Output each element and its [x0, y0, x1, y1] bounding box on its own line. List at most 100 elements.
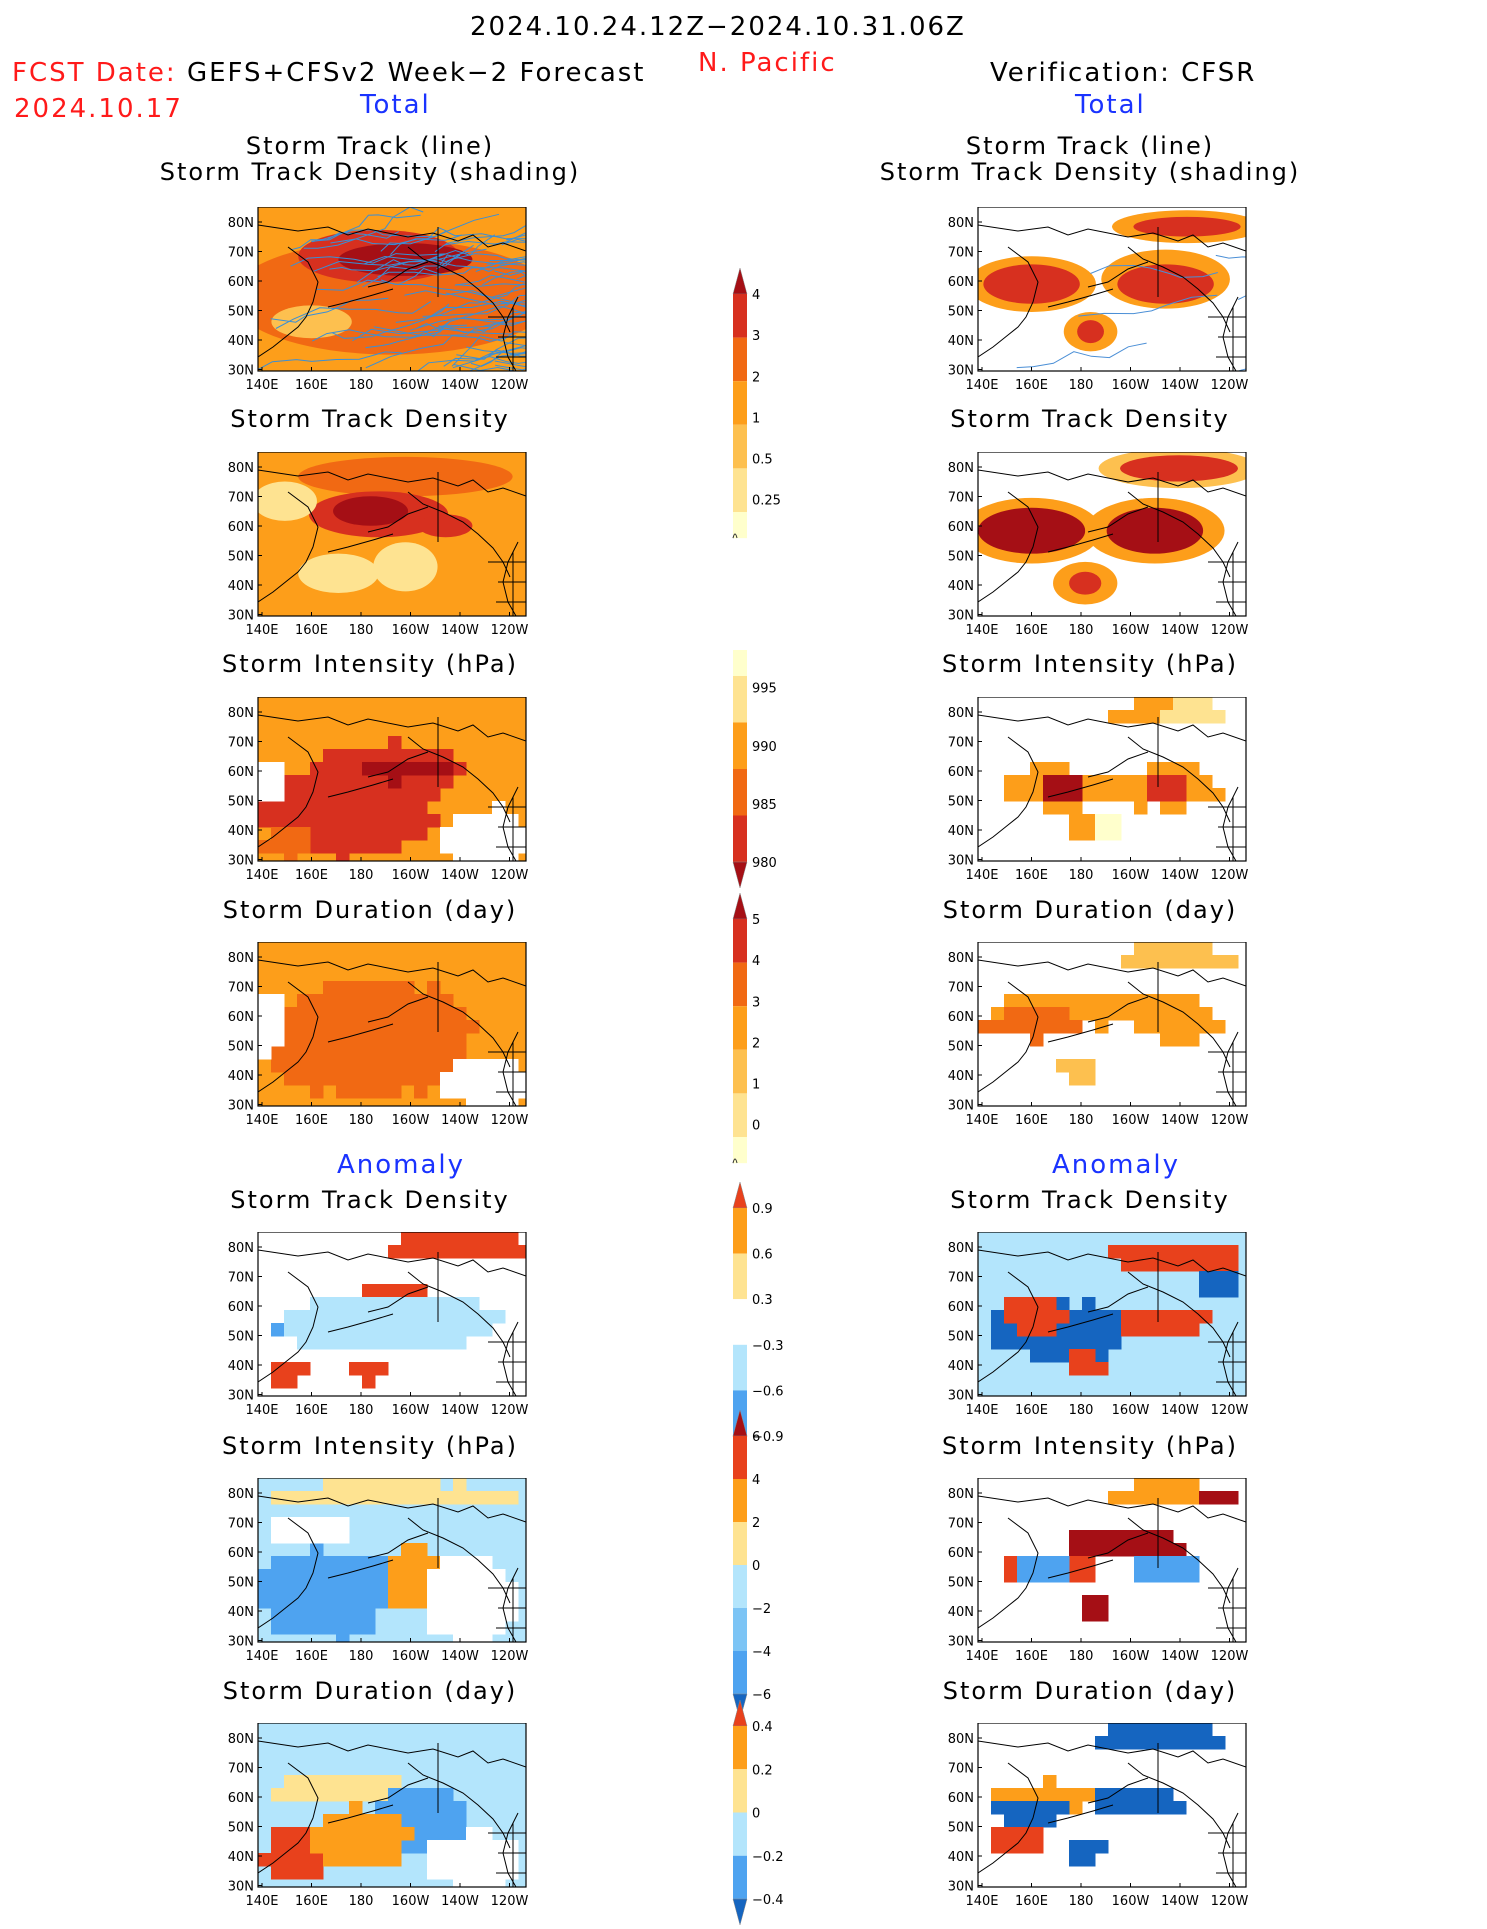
colorbar-label: −6 — [752, 1688, 771, 1703]
lat-tick-label: 30N — [948, 1099, 974, 1114]
colorbar-label: 0.4 — [752, 1720, 773, 1735]
lon-tick-label: 140W — [1161, 868, 1199, 883]
lat-tick-label: 50N — [228, 795, 254, 810]
total-label-left: Total — [360, 90, 431, 120]
fcst-date: 2024.10.17 — [14, 94, 183, 124]
lon-tick-label: 160E — [1015, 378, 1048, 393]
map-frame — [257, 1478, 527, 1643]
coastline — [978, 224, 1246, 371]
colorbar-segment — [733, 1253, 747, 1300]
lat-tick-label: 30N — [228, 1389, 254, 1404]
lon-tick-label: 140E — [245, 868, 278, 883]
region-title: N. Pacific — [698, 48, 837, 78]
lat-tick-label: 50N — [948, 1330, 974, 1345]
lat-tick-label: 50N — [228, 305, 254, 320]
shaded-region — [1056, 1059, 1096, 1086]
colorbar-segment — [733, 294, 747, 338]
lat-tick-label: 80N — [228, 216, 254, 231]
lat-tick-label: 30N — [948, 364, 974, 379]
lat-tick-label: 30N — [228, 1880, 254, 1895]
lon-tick-label: 180 — [1069, 1649, 1094, 1664]
shaded-region — [271, 1478, 519, 1505]
panel-title: Storm Intensity (hPa) — [942, 650, 1238, 678]
colorbar-intensity: 1000995990985980 — [732, 650, 777, 889]
lon-tick-label: 160E — [295, 623, 328, 638]
lat-tick-label: 60N — [948, 1791, 974, 1806]
lon-tick-label: 160W — [392, 378, 430, 393]
shaded-region — [388, 1232, 526, 1259]
shaded-region — [1160, 697, 1226, 724]
colorbar-label: −4 — [752, 1645, 771, 1660]
lat-tick-label: 30N — [948, 1389, 974, 1404]
lat-tick-label: 50N — [228, 1330, 254, 1345]
shaded-region — [1120, 455, 1238, 482]
panel-title: Storm Track Density — [950, 1186, 1230, 1214]
lon-tick-label: 140E — [245, 378, 278, 393]
lon-tick-label: 180 — [1069, 868, 1094, 883]
lat-tick-label: 60N — [228, 520, 254, 535]
lon-tick-label: 160W — [1112, 1649, 1150, 1664]
map-frame — [977, 452, 1247, 617]
panel-subtitle: Storm Track Density (shading) — [159, 158, 581, 186]
shaded-region — [258, 994, 285, 1060]
lon-tick-label: 120W — [491, 378, 529, 393]
lat-tick-label: 40N — [948, 1850, 974, 1865]
colorbar-label: −2 — [752, 1602, 771, 1617]
shaded-region — [271, 305, 352, 339]
lon-tick-label: 160E — [1015, 1403, 1048, 1418]
colorbar-track-density: 4 3 2 1 0.5 0.25 — [732, 268, 781, 539]
shaded-region — [271, 1517, 350, 1544]
coastline — [978, 959, 1246, 1106]
date-range-title: 2024.10.24.12Z−2024.10.31.06Z — [470, 12, 966, 42]
shaded-region — [258, 481, 317, 521]
shaded-region — [1133, 216, 1241, 237]
shaded-region — [258, 1543, 402, 1642]
lon-tick-label: 180 — [349, 623, 374, 638]
lon-tick-label: 160W — [392, 868, 430, 883]
shaded-region — [258, 981, 480, 1099]
lat-tick-label: 70N — [228, 1271, 254, 1286]
map-frame — [977, 207, 1247, 372]
colorbar-segment — [733, 424, 747, 469]
lon-tick-label: 140E — [965, 1649, 998, 1664]
shaded-region — [1077, 320, 1104, 344]
lon-tick-label: 140W — [441, 378, 479, 393]
colorbar-label: 0.25 — [752, 494, 781, 509]
lon-tick-label: 160E — [1015, 868, 1048, 883]
storm-track-lines — [258, 207, 526, 371]
shaded-region — [1095, 1723, 1226, 1750]
shaded-region — [298, 553, 379, 594]
lon-tick-label: 160E — [1015, 1649, 1048, 1664]
colorbar-segment — [733, 1049, 747, 1094]
lat-tick-label: 40N — [948, 579, 974, 594]
lat-tick-label: 60N — [228, 275, 254, 290]
lon-tick-label: 160W — [1112, 868, 1150, 883]
coastline — [978, 1249, 1246, 1396]
lon-tick-label: 160W — [1112, 1403, 1150, 1418]
lat-tick-label: 80N — [948, 951, 974, 966]
panel-title: Storm Track (line) — [245, 132, 495, 160]
shaded-region — [1117, 264, 1214, 304]
lat-tick-label: 40N — [228, 334, 254, 349]
lat-tick-label: 30N — [948, 1880, 974, 1895]
lat-tick-label: 30N — [228, 1635, 254, 1650]
panel-title: Storm Intensity (hPa) — [222, 650, 518, 678]
colorbar-label: 1 — [752, 411, 760, 426]
lon-tick-label: 160W — [392, 1403, 430, 1418]
lat-tick-label: 80N — [948, 1241, 974, 1256]
map-frame — [257, 697, 527, 862]
colorbar-label: 0.9 — [752, 1202, 773, 1217]
lon-tick-label: 160W — [392, 1894, 430, 1909]
fcst-date-label: FCST Date: — [12, 58, 177, 88]
lon-tick-label: 160E — [295, 1894, 328, 1909]
panel-title: Storm Track Density — [230, 405, 510, 433]
lat-tick-label: 80N — [228, 1241, 254, 1256]
lon-tick-label: 140W — [1161, 1403, 1199, 1418]
